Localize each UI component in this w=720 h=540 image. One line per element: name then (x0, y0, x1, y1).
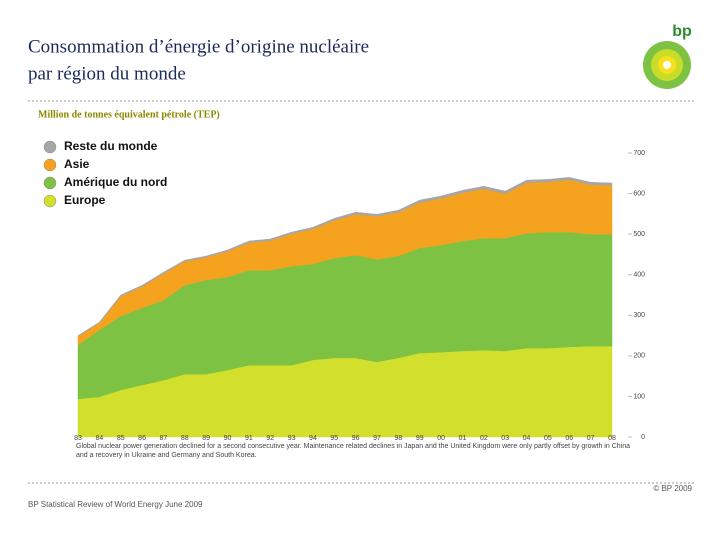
legend-label: Asie (64, 157, 90, 171)
x-tick-label: 84 (95, 435, 103, 442)
x-tick-label: 05 (544, 435, 552, 442)
logo (643, 41, 691, 89)
x-tick-label: 99 (416, 435, 424, 442)
x-tick-label: 83 (74, 435, 82, 442)
x-tick-label: 97 (373, 435, 381, 442)
area (77, 177, 613, 337)
legend-label: Europe (64, 193, 106, 207)
x-tick-label: 93 (288, 435, 296, 442)
y-tick-label: 100 (633, 393, 645, 400)
x-tick-label: 04 (523, 435, 531, 442)
x-tick-label: 92 (266, 435, 274, 442)
legend-swatch (43, 194, 57, 208)
legend-swatch (43, 158, 57, 172)
x-tick-label: 00 (437, 435, 445, 442)
y-tick-label: 200 (633, 353, 645, 360)
x-tick-label: 07 (587, 435, 595, 442)
x-tick-label: 02 (480, 435, 488, 442)
y-tick-label: 500 (633, 231, 645, 238)
x-tick-label: 03 (501, 435, 509, 442)
y-tick-label: 300 (633, 312, 645, 319)
legend-swatch (43, 140, 57, 154)
y-tick-label: 600 (633, 190, 645, 197)
y-tick-label: 0 (641, 434, 645, 441)
x-tick-label: 06 (565, 435, 573, 442)
logo-text: bp (672, 23, 692, 40)
x-tick-label: 94 (309, 435, 317, 442)
x-tick-label: 01 (459, 435, 467, 442)
source: BP Statistical Review of World Energy Ju… (28, 500, 203, 509)
y-tick-label: 400 (633, 272, 645, 279)
title-line: par région du monde (28, 63, 186, 84)
x-tick-label: 88 (181, 435, 189, 442)
x-tick-label: 91 (245, 435, 253, 442)
x-tick-label: 90 (224, 435, 232, 442)
y-tick-label: 700 (633, 150, 645, 157)
legend-swatch (43, 176, 57, 190)
footnote: Global nuclear power generation declined… (76, 443, 630, 459)
footnote-box: Global nuclear power generation declined… (76, 443, 630, 459)
x-tick-label: 98 (395, 435, 403, 442)
copyright: © BP 2009 (653, 484, 692, 493)
legend-label: Amérique du nord (64, 175, 167, 189)
legend-label: Reste du monde (64, 139, 158, 153)
title-line: Consommation d’énergie d’origine nucléai… (28, 36, 369, 57)
x-tick-label: 85 (117, 435, 125, 442)
x-tick-label: 96 (352, 435, 360, 442)
x-tick-label: 95 (330, 435, 338, 442)
x-tick-label: 87 (160, 435, 168, 442)
x-tick-label: 89 (202, 435, 210, 442)
x-tick-label: 08 (608, 435, 616, 442)
x-tick-label: 86 (138, 435, 146, 442)
subtitle: Million de tonnes équivalent pétrole (TE… (38, 109, 220, 120)
